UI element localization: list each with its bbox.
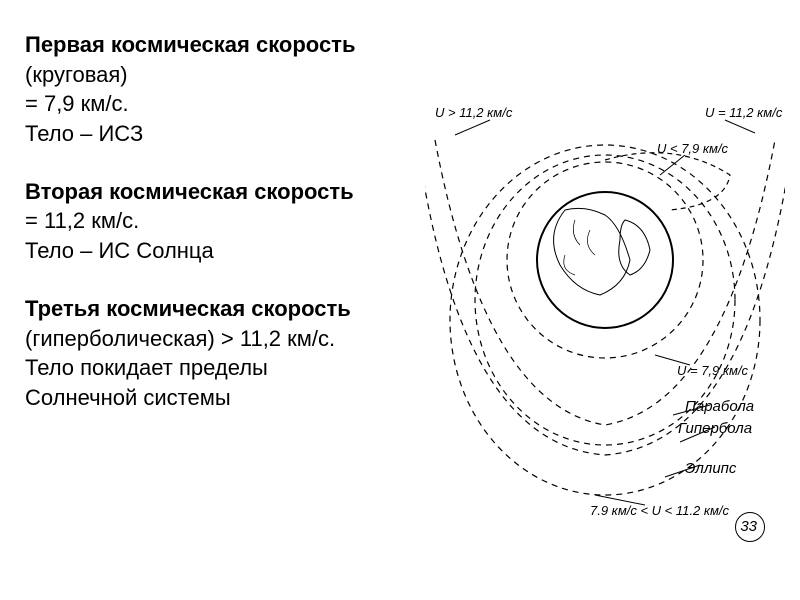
third-body2: Солнечной системы: [25, 383, 445, 413]
earth-continents: [554, 208, 650, 295]
first-value: = 7,9 км/с.: [25, 89, 445, 119]
second-body: Тело – ИС Солнца: [25, 236, 445, 266]
third-qualifier: (гиперболическая) > 11,2 км/с.: [25, 324, 445, 354]
second-title: Вторая космическая скорость: [25, 177, 445, 207]
label-ellipse: Эллипс: [685, 460, 737, 477]
suborbital-arc: [605, 153, 730, 210]
section-third-velocity: Третья космическая скорость (гиперболиче…: [25, 294, 445, 413]
section-second-velocity: Вторая космическая скорость = 11,2 км/с.…: [25, 177, 445, 266]
label-ueq79: U = 7,9 км/с: [677, 363, 749, 378]
section-first-velocity: Первая космическая скорость (круговая) =…: [25, 30, 445, 149]
second-value: = 11,2 км/с.: [25, 206, 445, 236]
label-parabola: Парабола: [685, 398, 754, 415]
leader-ugt112: [455, 120, 490, 135]
parabola-orbit: [435, 140, 775, 425]
earth-detail: [564, 220, 595, 275]
label-ugt112: U > 11,2 км/с: [435, 105, 513, 120]
first-title-rest: (круговая): [25, 62, 128, 87]
third-title: Третья космическая скорость: [25, 294, 445, 324]
label-ueq112: U = 11,2 км/с: [705, 105, 783, 120]
label-urange: 7,9 км/с < U < 11,2 км/с: [590, 503, 729, 515]
text-column: Первая космическая скорость (круговая) =…: [25, 30, 445, 413]
ellipse-orbit-2: [450, 145, 760, 495]
third-body1: Тело покидает пределы: [25, 353, 445, 383]
first-title-bold: Первая космическая скорость: [25, 32, 355, 57]
label-ult79: U < 7,9 км/с: [657, 141, 729, 156]
label-hyperbola: Гипербола: [678, 420, 752, 437]
first-title-line: Первая космическая скорость (круговая): [25, 30, 445, 89]
orbit-diagram: U > 11,2 км/с U = 11,2 км/с U < 7,9 км/с…: [425, 105, 785, 515]
first-body: Тело – ИСЗ: [25, 119, 445, 149]
orbit-svg: U > 11,2 км/с U = 11,2 км/с U < 7,9 км/с…: [425, 105, 785, 515]
page-number: 33: [740, 518, 757, 535]
leader-ueq112: [725, 120, 755, 133]
